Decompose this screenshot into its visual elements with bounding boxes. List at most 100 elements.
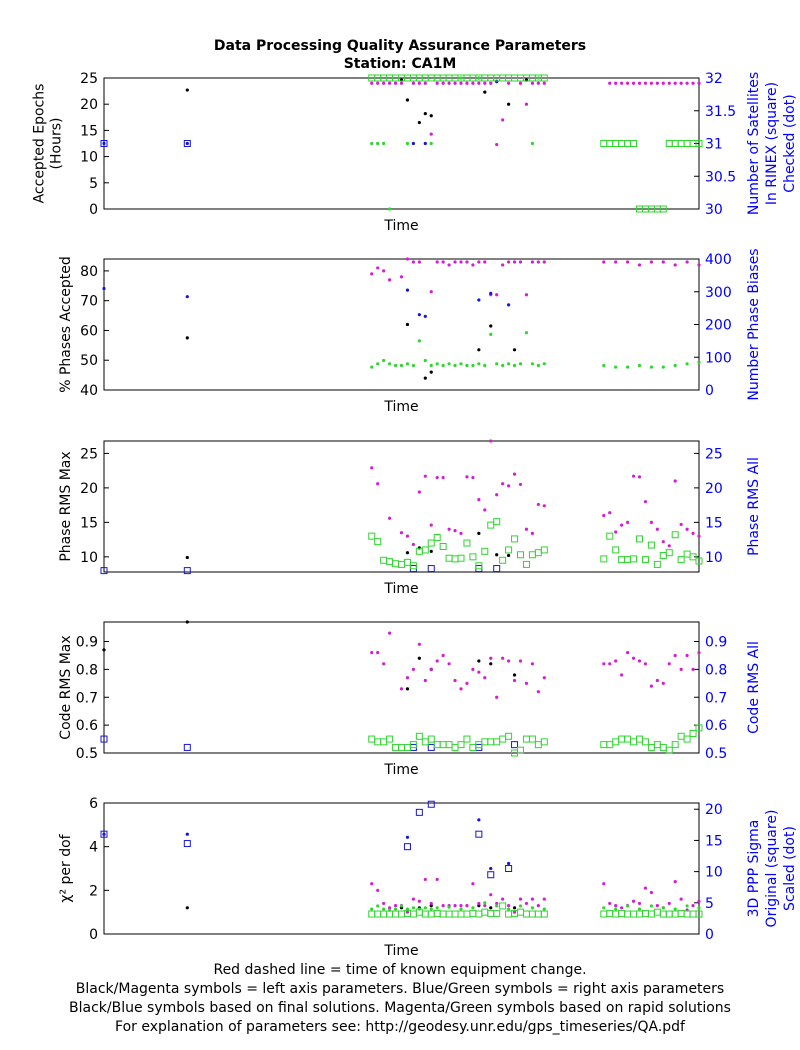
panel-3-green-square bbox=[695, 557, 703, 565]
panel-1-magenta-dot bbox=[435, 81, 439, 85]
panel-3-black-dot bbox=[429, 549, 433, 553]
panel-5-green-dot bbox=[697, 906, 701, 910]
panel-4-green-square bbox=[368, 735, 376, 743]
panel-2-magenta-dot bbox=[685, 260, 689, 264]
panel-4-magenta-dot bbox=[507, 659, 511, 663]
panel-5-green-square bbox=[677, 909, 685, 917]
panel-3-green-square bbox=[457, 554, 465, 562]
panel-3-magenta-dot bbox=[495, 493, 499, 497]
panel-5-green-square bbox=[636, 910, 643, 918]
panel-2-magenta-dot bbox=[447, 263, 451, 267]
panel-5-green-square bbox=[421, 910, 429, 918]
panel-1-green-square bbox=[671, 140, 679, 147]
panel-3-magenta-dot bbox=[685, 527, 689, 531]
panel-1-magenta-dot bbox=[417, 81, 421, 85]
panel-2-green-dot bbox=[393, 363, 398, 368]
panel-1-magenta-dot bbox=[649, 81, 654, 85]
panel-4-green-square bbox=[493, 738, 501, 746]
panel-5-green-square bbox=[695, 910, 703, 918]
panel-4-right-tick-label: 0.5 bbox=[705, 746, 727, 762]
panel-5-green-square bbox=[618, 909, 626, 917]
panel-1-green-square bbox=[630, 140, 638, 147]
panel-4-green-square bbox=[641, 738, 649, 746]
panel-2-black-dot bbox=[429, 370, 433, 374]
panel-3-green-square bbox=[522, 560, 530, 568]
panel-5-green-square bbox=[392, 910, 400, 918]
panel-5-green-square bbox=[505, 910, 513, 918]
panel-2-right-tick-label: 400 bbox=[705, 252, 732, 268]
panel-1-magenta-dot bbox=[453, 81, 457, 85]
panel-1-magenta-dot bbox=[608, 81, 612, 85]
panel-1-green-dot bbox=[429, 141, 433, 146]
panel-5-green-dot bbox=[435, 906, 439, 910]
panel-4-green-square bbox=[380, 738, 388, 746]
panel-4-green-square bbox=[612, 738, 620, 746]
panel-2-magenta-dot bbox=[614, 260, 618, 264]
panel-5-green-dot bbox=[459, 907, 463, 911]
panel-2-green-dot bbox=[602, 363, 606, 368]
panel-4-green-square bbox=[403, 743, 411, 751]
panel-3-green-square bbox=[487, 521, 495, 529]
panel-2-green-dot bbox=[429, 363, 433, 368]
panel-5-magenta-dot bbox=[376, 888, 380, 892]
panel-5-green-square bbox=[671, 910, 679, 918]
panel-4-magenta-dot bbox=[411, 667, 415, 671]
panel-5-green-dot bbox=[495, 904, 499, 908]
panel-4-magenta-dot bbox=[620, 673, 624, 677]
panel-3-magenta-dot bbox=[441, 475, 445, 480]
panel-1-black-dot bbox=[185, 88, 189, 92]
panel-5-blue-dot bbox=[102, 832, 106, 836]
panel-5-blue-square bbox=[403, 843, 411, 851]
panel-5-blue-dot bbox=[185, 832, 189, 836]
panel-4-magenta-dot bbox=[388, 631, 392, 635]
panel-5-black-dot bbox=[512, 906, 517, 910]
panel-3-magenta-dot bbox=[667, 544, 671, 548]
panel-4-blue-square bbox=[100, 735, 108, 743]
panel-1-left-tick-label: 5 bbox=[89, 176, 98, 192]
panel-5-green-square bbox=[398, 910, 405, 918]
panel-1-magenta-dot bbox=[423, 81, 427, 85]
panel-2-green-dot bbox=[411, 363, 415, 368]
panel-5-magenta-dot bbox=[370, 882, 374, 886]
panel-2-magenta-dot bbox=[388, 278, 392, 282]
panel-5-right-tick-label: 15 bbox=[705, 833, 723, 849]
panel-3-green-square bbox=[469, 553, 477, 561]
panel-5-magenta-dot bbox=[673, 880, 677, 884]
panel-2-green-dot bbox=[495, 362, 499, 366]
panel-1-green-square bbox=[677, 140, 685, 147]
panel-4-green-square bbox=[505, 732, 513, 740]
panel-2-magenta-dot bbox=[459, 260, 463, 264]
panel-1-magenta-dot bbox=[697, 81, 701, 85]
panel-2-green-dot bbox=[512, 363, 517, 368]
panel-2-black-dot bbox=[423, 376, 427, 380]
panel-5-magenta-dot bbox=[477, 901, 481, 906]
panel-2-ylabel-right: Number Phase Biases bbox=[746, 248, 762, 400]
panel-1-magenta-dot bbox=[441, 81, 445, 85]
panel-3-green-square bbox=[398, 560, 405, 568]
panel-3-right-tick-label: 25 bbox=[705, 446, 723, 462]
panel-5-magenta-dot bbox=[507, 904, 511, 908]
panel-4-magenta-dot bbox=[417, 642, 421, 646]
panel-5-right-tick-label: 20 bbox=[705, 802, 723, 818]
panel-5-green-square bbox=[624, 910, 632, 918]
panel-5-green-dot bbox=[685, 904, 689, 908]
panel-4-left-tick-label: 0.6 bbox=[76, 718, 98, 734]
panel-4-blue-square bbox=[183, 743, 191, 751]
panel-3-green-square bbox=[445, 554, 453, 562]
panel-3-magenta-dot bbox=[524, 527, 529, 531]
panel-3-green-square bbox=[671, 531, 679, 539]
panel-2-green-dot bbox=[423, 358, 427, 363]
panel-2-green-dot bbox=[626, 365, 630, 369]
panel-2-green-dot bbox=[673, 363, 677, 368]
panel-1-magenta-dot bbox=[459, 81, 463, 85]
panel-4-left-tick-label: 0.7 bbox=[76, 690, 98, 706]
panel-3-magenta-dot bbox=[411, 542, 415, 547]
panel-3-magenta-dot bbox=[655, 527, 659, 531]
panel-3-green-square bbox=[683, 550, 691, 558]
panel-2-magenta-dot bbox=[471, 263, 475, 267]
panel-5-magenta-dot bbox=[459, 904, 463, 908]
panel-3-green-square bbox=[433, 534, 441, 542]
panel-2-left-tick-label: 50 bbox=[80, 353, 98, 369]
panel-4-magenta-dot bbox=[376, 651, 380, 655]
panel-1-green-square bbox=[600, 140, 608, 147]
